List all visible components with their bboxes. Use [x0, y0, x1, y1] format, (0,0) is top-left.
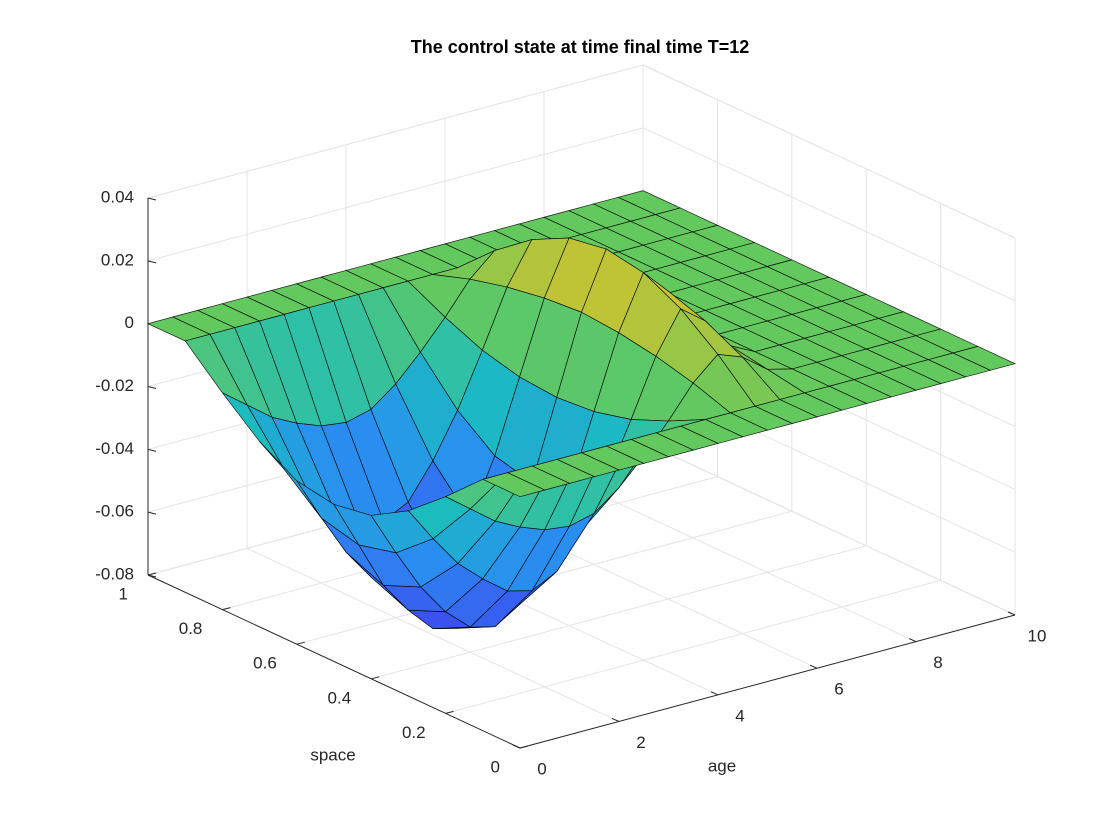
y-tick-label: 0.8 — [179, 619, 203, 638]
z-tick — [147, 511, 157, 515]
grid-line — [642, 441, 1016, 616]
y-tick — [519, 745, 529, 749]
y-tick-label: 0.2 — [402, 723, 426, 742]
y-axis — [147, 574, 521, 749]
y-tick — [445, 710, 454, 714]
z-tick-label: -0.06 — [95, 502, 134, 521]
y-tick — [222, 607, 231, 611]
grid-line — [371, 545, 867, 680]
z-tick-label: 0 — [125, 313, 134, 332]
x-tick-label: 10 — [1028, 626, 1047, 645]
x-tick-label: 4 — [735, 706, 744, 725]
y-tick — [296, 641, 305, 645]
x-tick-label: 0 — [537, 759, 546, 778]
y-tick-label: 0 — [491, 757, 500, 776]
grid-line — [642, 64, 1016, 239]
y-axis-label: space — [310, 745, 355, 764]
x-tick — [710, 691, 719, 696]
x-tick-label: 2 — [636, 733, 645, 752]
y-tick — [147, 572, 157, 576]
x-tick — [908, 638, 917, 643]
y-tick-label: 0.4 — [328, 688, 352, 707]
x-tick — [1007, 611, 1016, 616]
grid-line — [147, 127, 644, 262]
x-tick — [512, 744, 521, 749]
z-tick — [147, 197, 157, 201]
z-tick-label: -0.08 — [95, 564, 134, 583]
surface-patch — [481, 472, 546, 498]
grid-line — [642, 127, 1016, 302]
x-axis — [519, 614, 1016, 749]
z-tick — [147, 448, 157, 452]
z-tick-label: 0.02 — [101, 250, 134, 269]
grid-line — [147, 64, 644, 199]
z-tick-label: -0.02 — [95, 376, 134, 395]
x-tick — [809, 664, 818, 669]
z-tick — [147, 386, 157, 389]
x-tick-label: 6 — [834, 680, 843, 699]
x-tick — [611, 717, 620, 722]
x-tick-label: 8 — [933, 653, 942, 672]
y-tick-label: 0.6 — [253, 654, 277, 673]
grid-line — [445, 579, 941, 714]
z-tick-label: -0.04 — [95, 439, 134, 458]
z-tick — [147, 574, 157, 578]
z-tick-label: 0.04 — [101, 187, 134, 206]
y-tick-label: 1 — [119, 584, 128, 603]
grid-line — [246, 547, 620, 722]
x-axis-label: age — [708, 756, 736, 775]
chart-title: The control state at time final time T=1… — [411, 37, 750, 57]
y-tick — [371, 676, 380, 680]
z-tick — [147, 260, 157, 264]
